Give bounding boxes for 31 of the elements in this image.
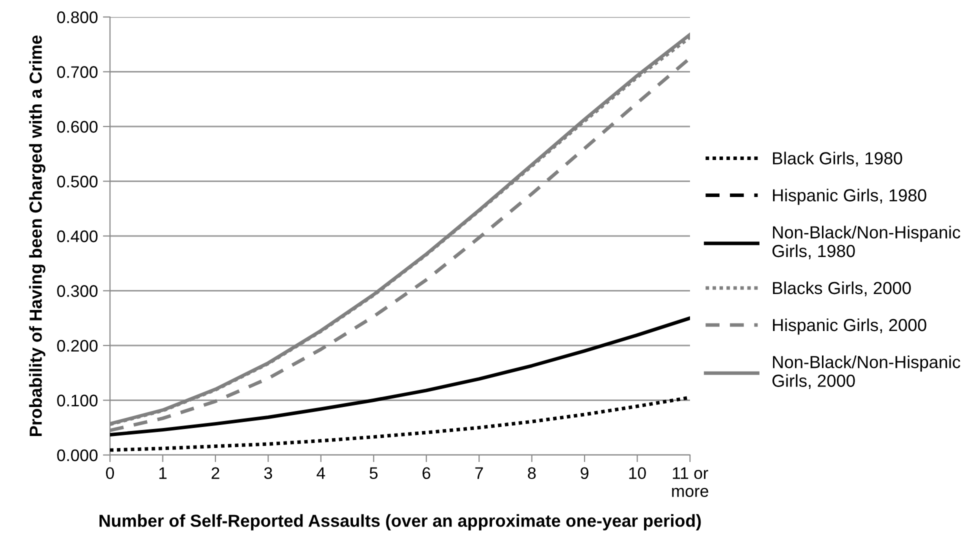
x-tick-label: 4 (316, 467, 326, 479)
x-tick-label: 9 (580, 467, 588, 480)
legend-label: Black Girls, 1980 (773, 152, 902, 167)
y-tick-label: 0.700 (57, 66, 98, 78)
legend-label: Non-Black/Non-Hispanic Girls, 1980 (772, 226, 960, 260)
x-tick-label: 7 (475, 467, 483, 479)
x-tick-label: 6 (422, 467, 430, 480)
x-tick-label: 10 (629, 467, 646, 480)
line-series (110, 396, 690, 452)
x-tick-label: 8 (528, 467, 536, 480)
x-tick-label: 0 (106, 467, 114, 480)
legend-label: Hispanic Girls, 2000 (773, 318, 926, 335)
x-tick-label: 5 (370, 467, 378, 480)
y-tick-label: 0.300 (57, 285, 98, 297)
legend-label: Hispanic Girls, 1980 (773, 188, 926, 205)
y-tick-label: 0.200 (57, 340, 98, 352)
y-tick-label: 0.100 (57, 394, 98, 406)
y-axis-title: Probability of Having been Charged with a Crime (29, 35, 46, 436)
y-tick-label: 0.800 (57, 11, 98, 24)
y-tick-label: 0.000 (57, 449, 98, 462)
y-tick-label: 0.500 (57, 176, 98, 188)
x-tick-label: 11 or more (672, 467, 708, 497)
line-series (110, 316, 690, 436)
x-tick-label: 3 (264, 467, 272, 480)
y-tick-label: 0.400 (57, 230, 98, 242)
x-tick-label: 2 (212, 467, 220, 479)
legend-label: Non-Black/Non-Hispanic Girls, 2000 (772, 355, 960, 389)
x-tick-label: 1 (159, 467, 167, 479)
x-axis-title: Number of Self-Reported Assaults (over an approximate one-year period) (100, 514, 701, 530)
y-tick-label: 0.600 (57, 120, 98, 133)
legend-label: Blacks Girls, 2000 (773, 281, 911, 296)
